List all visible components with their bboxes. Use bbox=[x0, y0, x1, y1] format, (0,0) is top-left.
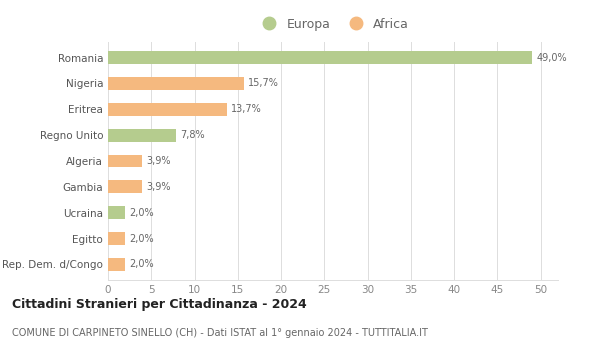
Text: 13,7%: 13,7% bbox=[231, 104, 262, 114]
Text: COMUNE DI CARPINETO SINELLO (CH) - Dati ISTAT al 1° gennaio 2024 - TUTTITALIA.IT: COMUNE DI CARPINETO SINELLO (CH) - Dati … bbox=[12, 328, 428, 338]
Bar bbox=[108, 77, 244, 90]
Legend: Europa, Africa: Europa, Africa bbox=[252, 13, 414, 36]
Bar bbox=[108, 155, 142, 167]
Text: 15,7%: 15,7% bbox=[248, 78, 279, 89]
Bar bbox=[108, 258, 125, 271]
Text: 2,0%: 2,0% bbox=[130, 208, 154, 218]
Text: 7,8%: 7,8% bbox=[180, 130, 205, 140]
Text: 3,9%: 3,9% bbox=[146, 182, 170, 192]
Bar bbox=[108, 232, 125, 245]
Bar bbox=[108, 180, 142, 193]
Text: 3,9%: 3,9% bbox=[146, 156, 170, 166]
Bar bbox=[108, 206, 125, 219]
Text: 49,0%: 49,0% bbox=[536, 52, 567, 63]
Text: 2,0%: 2,0% bbox=[130, 233, 154, 244]
Bar bbox=[108, 103, 227, 116]
Text: Cittadini Stranieri per Cittadinanza - 2024: Cittadini Stranieri per Cittadinanza - 2… bbox=[12, 298, 307, 311]
Bar bbox=[108, 51, 532, 64]
Bar bbox=[108, 129, 176, 142]
Text: 2,0%: 2,0% bbox=[130, 259, 154, 270]
